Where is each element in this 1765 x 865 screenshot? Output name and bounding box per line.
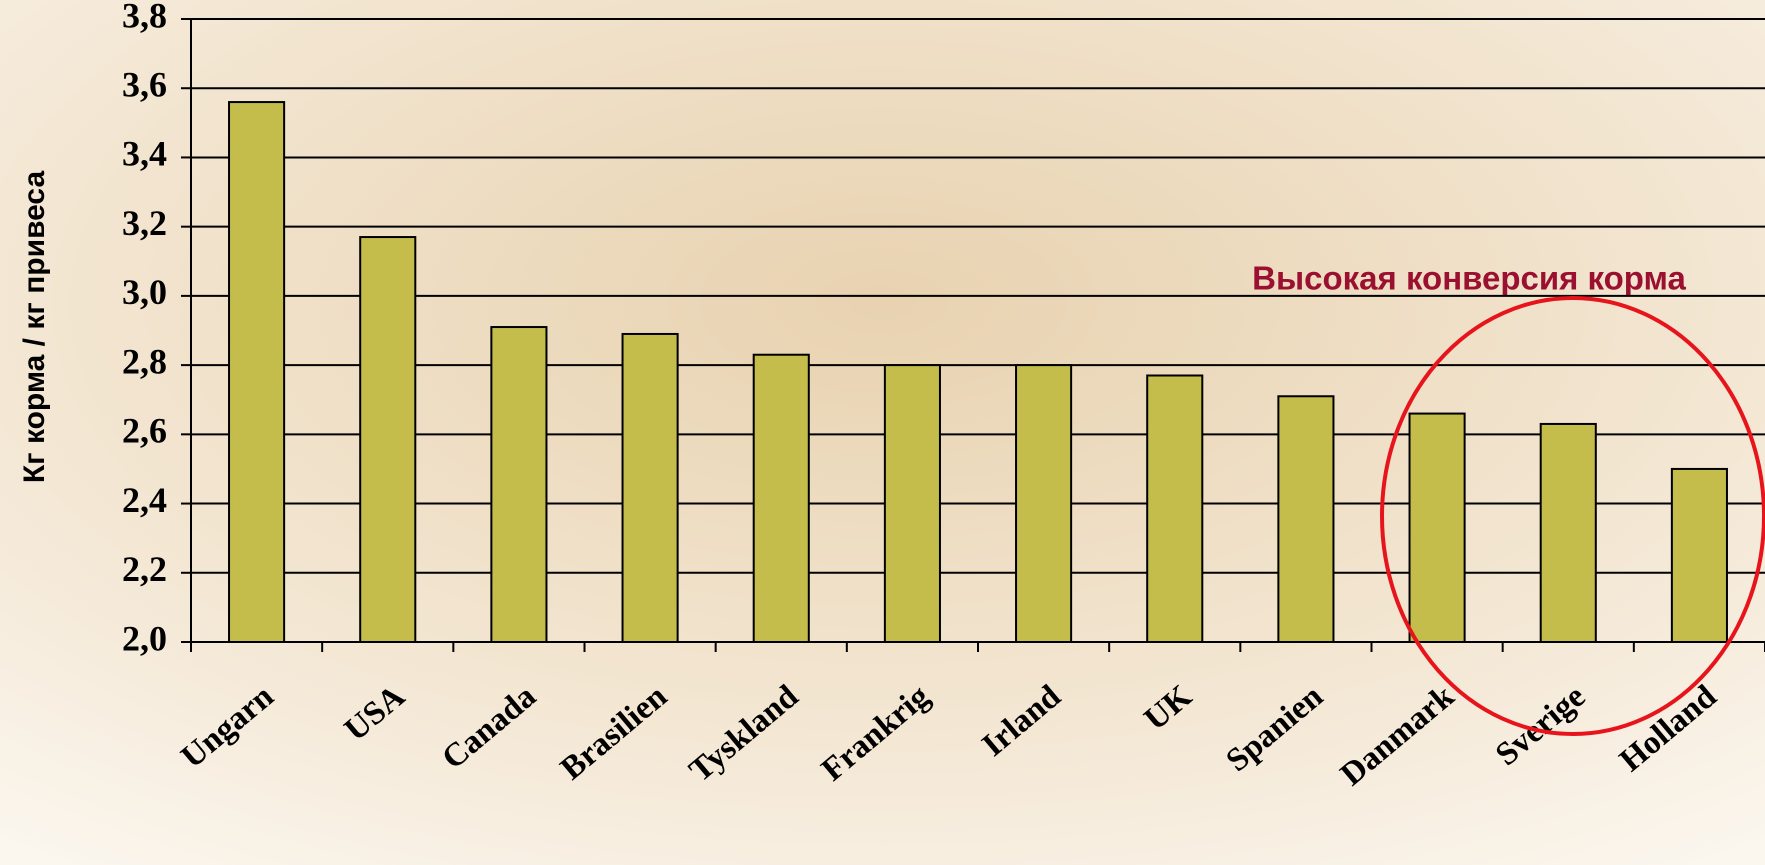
- y-tick-label: 3,0: [122, 272, 167, 312]
- y-tick-label: 2,0: [122, 618, 167, 658]
- highlight-ellipse: [1380, 296, 1765, 736]
- bar: [359, 236, 417, 644]
- bar: [228, 101, 286, 644]
- bar: [490, 326, 548, 643]
- y-tick-label: 2,6: [122, 411, 167, 451]
- y-tick-label: 2,4: [122, 480, 167, 520]
- annotation: Высокая конверсия корма: [1252, 260, 1686, 297]
- bar: [1539, 422, 1597, 644]
- bar: [1408, 412, 1466, 644]
- bar: [1277, 395, 1335, 643]
- y-axis-label: Кг корма / кг привеса: [18, 171, 51, 484]
- bar: [883, 364, 941, 643]
- y-tick-label: 3,8: [122, 0, 167, 35]
- bar: [621, 332, 679, 643]
- y-tick-label: 2,2: [122, 549, 167, 589]
- bar: [1670, 467, 1728, 644]
- bar: [1015, 364, 1073, 643]
- bar: [1146, 374, 1204, 643]
- y-tick-label: 3,4: [122, 134, 167, 174]
- y-tick-label: 3,2: [122, 203, 167, 243]
- y-tick-label: 3,6: [122, 64, 167, 104]
- y-tick-label: 2,8: [122, 341, 167, 381]
- bar: [752, 353, 810, 643]
